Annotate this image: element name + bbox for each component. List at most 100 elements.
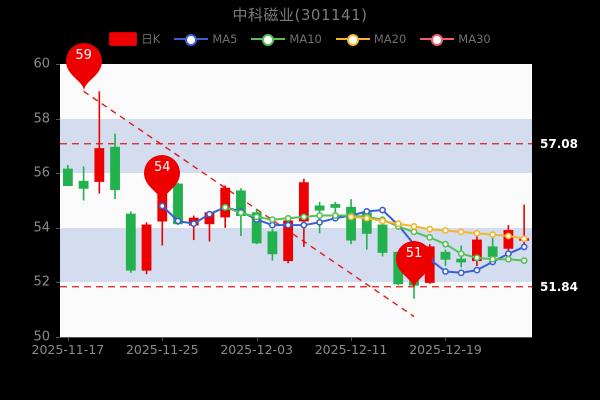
candle — [125, 211, 136, 273]
ma-point — [284, 221, 292, 229]
ma-point — [520, 257, 528, 264]
candle-body — [298, 182, 309, 222]
candle — [94, 91, 105, 194]
ma-point — [316, 218, 323, 226]
ma-series-ma5 — [158, 202, 528, 277]
x-axis: 2025-11-17 2025-11-25 2025-12-03 2025-12-11… — [0, 337, 600, 367]
ma-point — [457, 250, 465, 258]
candle — [472, 234, 482, 267]
candle-body — [503, 230, 514, 249]
candle-body — [110, 146, 120, 191]
price-level-label: 57.08 — [540, 136, 578, 151]
legend-item-k[interactable]: 日K — [109, 31, 160, 47]
legend-label: MA10 — [289, 32, 322, 46]
ma-point — [268, 221, 276, 229]
x-tick-label: 2025-12-19 — [409, 342, 482, 357]
ma-point — [237, 209, 245, 217]
balloon-shape — [144, 155, 181, 204]
candle — [62, 165, 73, 186]
y-tick-mark — [56, 337, 60, 338]
legend-item-ma10[interactable]: MA10 — [251, 32, 322, 46]
candle-body — [314, 205, 325, 211]
x-tick-mark — [67, 337, 69, 341]
legend-line-swatch — [335, 33, 370, 46]
ma-point — [457, 228, 465, 236]
price-balloon-marker[interactable]: 51 — [392, 237, 436, 290]
y-tick-label: 58 — [33, 111, 50, 127]
candle-body — [78, 180, 89, 189]
plot-area — [60, 64, 532, 337]
ma-point — [442, 268, 449, 275]
legend-label: MA30 — [458, 32, 491, 46]
x-tick-mark — [351, 337, 353, 341]
candle-body — [487, 246, 498, 257]
ma-point — [300, 213, 308, 221]
y-tick-label: 52 — [33, 274, 50, 290]
candle — [330, 201, 341, 213]
ma-point — [473, 229, 481, 237]
candle — [110, 133, 120, 200]
candle-body — [377, 224, 388, 253]
ma-point — [363, 208, 371, 215]
candle-body — [125, 213, 136, 271]
candle-body — [267, 231, 278, 255]
ma-point — [174, 217, 182, 225]
ma-point — [268, 216, 276, 224]
candle-body — [456, 258, 467, 263]
ma-point — [316, 212, 323, 219]
ma-point — [520, 235, 528, 243]
legend-label: MA20 — [373, 32, 407, 46]
chart-legend: 日K MA5 MA10 MA20 MA30 — [0, 31, 600, 47]
x-tick-label: 2025-11-17 — [31, 342, 105, 357]
legend-label: MA5 — [212, 32, 238, 46]
candle-body — [346, 206, 356, 241]
ma-point — [489, 255, 497, 263]
price-balloon-marker[interactable]: 59 — [62, 39, 106, 92]
balloon-shape — [65, 43, 102, 92]
ma-series-ma20 — [347, 213, 528, 243]
legend-line-swatch — [174, 33, 209, 46]
y-tick-mark — [56, 118, 60, 120]
ma-point — [300, 221, 308, 229]
candle — [377, 222, 388, 257]
ma-point — [206, 210, 213, 218]
legend-item-ma5[interactable]: MA5 — [174, 32, 237, 46]
trend-line — [83, 90, 415, 318]
balloon-label: 54 — [153, 160, 171, 176]
legend-item-ma30[interactable]: MA30 — [420, 32, 491, 46]
x-tick-label: 2025-12-11 — [314, 342, 388, 357]
candle-body — [220, 187, 231, 218]
candle — [487, 235, 498, 258]
ma-point — [457, 269, 465, 277]
x-tick-mark — [256, 337, 258, 341]
legend-candle-swatch — [109, 32, 138, 46]
x-tick-mark — [445, 337, 447, 341]
balloon-shape — [396, 241, 432, 290]
page-title: 中科磁业(301141) — [232, 6, 368, 24]
legend-line-swatch — [420, 33, 455, 46]
candle — [78, 166, 89, 201]
ma-point — [504, 232, 512, 240]
candle — [298, 178, 309, 247]
candle-body — [141, 224, 152, 271]
legend-item-ma20[interactable]: MA20 — [335, 32, 407, 46]
ma-point — [442, 240, 449, 248]
candle — [141, 222, 152, 275]
y-tick-label: 54 — [33, 220, 50, 236]
candle-body — [330, 204, 341, 208]
ma-point — [473, 254, 481, 262]
y-tick-mark — [56, 173, 60, 175]
ma-series-ma10 — [221, 203, 528, 264]
y-tick-label: 60 — [33, 56, 50, 72]
ma-point — [331, 212, 339, 219]
x-tick-mark — [162, 337, 164, 341]
x-axis-baseline — [60, 337, 532, 338]
ma-point — [410, 223, 418, 230]
ma-point — [520, 243, 528, 251]
ma-point — [158, 202, 166, 210]
price-balloon-marker[interactable]: 54 — [140, 151, 184, 204]
ma-point — [504, 250, 512, 258]
ma-point — [363, 214, 371, 222]
legend-line-swatch — [251, 33, 286, 46]
